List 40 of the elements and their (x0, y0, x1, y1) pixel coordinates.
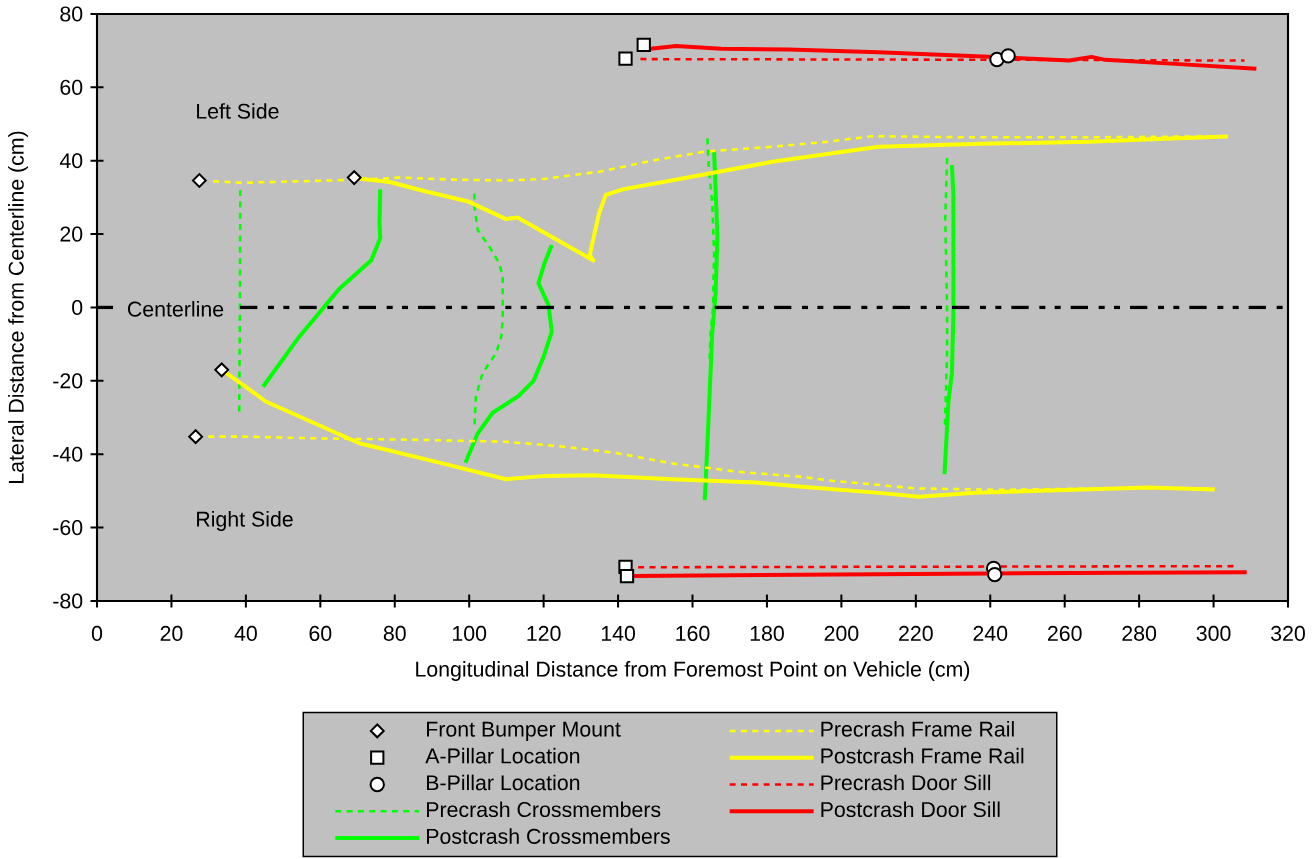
x-tick-label: 40 (234, 625, 257, 641)
x-tick-label: 100 (453, 625, 487, 641)
y-tick-label: -80 (53, 593, 83, 609)
x-tick-label: 240 (973, 625, 1008, 641)
y-tick-label: -60 (53, 520, 83, 536)
legend-label: A-Pillar Location (425, 747, 580, 764)
x-tick-label: 140 (601, 625, 636, 641)
y-tick-label: 80 (60, 6, 83, 22)
legend-label: Precrash Door Sill (821, 774, 991, 791)
legend-label: Postcrash Frame Rail (821, 747, 1024, 764)
legend-label: Precrash Frame Rail (821, 721, 1014, 737)
x-tick-label: 200 (824, 625, 859, 641)
legend-label: Postcrash Door Sill (821, 801, 1000, 818)
y-tick-label: -40 (53, 446, 83, 462)
legend-label: Precrash Crossmembers (427, 801, 661, 818)
y-tick-label: 60 (60, 79, 83, 95)
x-tick-label: 120 (527, 625, 561, 641)
x-tick-label: 20 (160, 625, 183, 641)
y-axis-title: Lateral Distance from Centerline (cm) (8, 131, 28, 483)
x-tick-label: 60 (309, 625, 332, 641)
x-tick-label: 220 (899, 625, 933, 641)
y-tick-label: 0 (72, 299, 83, 316)
ref-line-label: Centerline (127, 300, 224, 317)
x-tick-label: 160 (676, 625, 710, 641)
x-tick-label: 260 (1047, 625, 1082, 641)
y-tick-label: -20 (53, 373, 83, 389)
x-tick-label: 280 (1122, 625, 1157, 641)
y-tick-label: 40 (59, 153, 83, 169)
x-tick-label: 320 (1271, 625, 1305, 641)
legend-label: Postcrash Crossmembers (427, 828, 670, 844)
x-tick-label: 0 (91, 625, 103, 641)
legend-label: B-Pillar Location (427, 774, 580, 791)
x-axis-title: Longitudinal Distance from Foremost Point on Vehicle (cm) (416, 661, 970, 681)
x-tick-label: 180 (750, 625, 784, 641)
annotation: Left Side (197, 103, 279, 119)
x-tick-label: 80 (383, 625, 406, 641)
x-tick-label: 300 (1196, 625, 1231, 641)
legend-label: Front Bumper Mount (427, 721, 621, 741)
y-tick-label: 20 (60, 226, 83, 242)
annotation: Right Side (197, 511, 293, 531)
